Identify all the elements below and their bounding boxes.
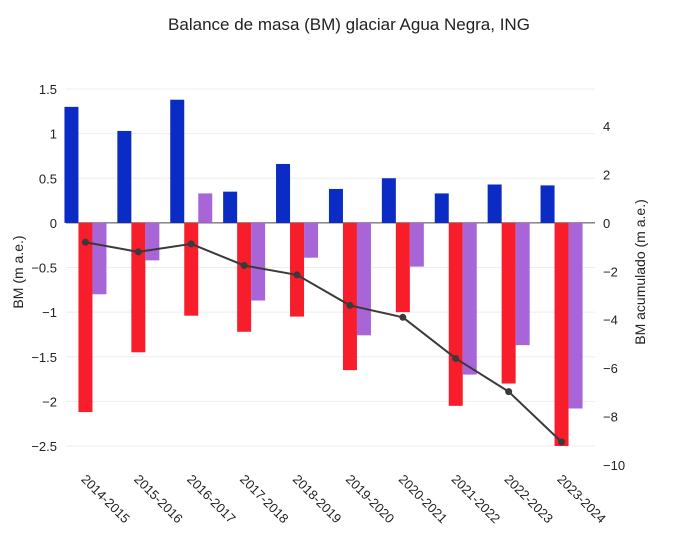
bar-winter bbox=[170, 99, 185, 223]
y-tick-label: −2.5 bbox=[31, 439, 57, 454]
y2-tick-label: −8 bbox=[603, 410, 618, 425]
bar-winter bbox=[540, 185, 555, 223]
point-cumulative bbox=[346, 301, 354, 309]
y-tick-label: −2 bbox=[42, 394, 57, 409]
bar-summer bbox=[290, 222, 305, 317]
x-tick-label: 2022-2023 bbox=[502, 472, 557, 527]
x-tick-label: 2017-2018 bbox=[237, 472, 292, 527]
y-tick-label: 1 bbox=[50, 127, 57, 142]
x-tick-label: 2015-2016 bbox=[131, 472, 186, 527]
bar-summer bbox=[342, 222, 357, 371]
bar-annual bbox=[304, 222, 319, 258]
bar-annual bbox=[251, 222, 266, 301]
bar-annual bbox=[92, 222, 107, 295]
bar-winter bbox=[64, 106, 79, 223]
bar-winter bbox=[381, 178, 396, 223]
y-tick-label: 0 bbox=[50, 216, 57, 231]
y2-tick-label: −2 bbox=[603, 264, 618, 279]
y2-tick-label: −4 bbox=[603, 313, 618, 328]
point-cumulative bbox=[558, 438, 566, 446]
bar-winter bbox=[434, 193, 449, 223]
bar-winter bbox=[328, 188, 343, 223]
y-tick-label: 0.5 bbox=[39, 171, 57, 186]
y2-tick-label: 0 bbox=[603, 216, 610, 231]
y2-axis-label: BM acumulado (m a.e.) bbox=[632, 199, 648, 345]
y-tick-label: −1.5 bbox=[31, 350, 57, 365]
x-tick-label: 2020-2021 bbox=[396, 472, 451, 527]
y2-tick-label: −10 bbox=[603, 458, 625, 473]
point-cumulative bbox=[240, 261, 248, 269]
chart-title: Balance de masa (BM) glaciar Agua Negra,… bbox=[168, 15, 530, 34]
bar-winter bbox=[223, 191, 238, 223]
bar-winter bbox=[117, 130, 132, 223]
bar-annual bbox=[198, 193, 213, 223]
y2-tick-label: 2 bbox=[603, 167, 610, 182]
y-tick-label: 1.5 bbox=[39, 82, 57, 97]
x-tick-label: 2019-2020 bbox=[343, 472, 398, 527]
line-layer bbox=[81, 238, 566, 446]
y-tick-label: −1 bbox=[42, 305, 57, 320]
bars-layer bbox=[64, 99, 583, 446]
x-tick-label: 2021-2022 bbox=[449, 472, 504, 527]
bar-annual bbox=[515, 222, 530, 346]
bar-annual bbox=[145, 222, 160, 261]
bar-summer bbox=[78, 222, 93, 413]
point-cumulative bbox=[187, 240, 195, 248]
point-cumulative bbox=[399, 313, 407, 321]
bar-winter bbox=[487, 184, 502, 223]
bar-summer bbox=[184, 222, 199, 316]
bar-winter bbox=[276, 163, 291, 223]
y-axis-label: BM (m a.e.) bbox=[10, 235, 26, 308]
x-tick-label: 2023-2024 bbox=[554, 472, 609, 527]
bar-annual bbox=[568, 222, 583, 409]
y2-tick-label: −6 bbox=[603, 361, 618, 376]
bar-annual bbox=[409, 222, 424, 267]
point-cumulative bbox=[505, 388, 513, 396]
bar-summer bbox=[395, 222, 410, 313]
point-cumulative bbox=[293, 271, 301, 279]
point-cumulative bbox=[81, 238, 89, 246]
bar-annual bbox=[462, 222, 477, 375]
bar-summer bbox=[237, 222, 252, 332]
bar-summer bbox=[448, 222, 463, 406]
bar-summer bbox=[554, 222, 569, 446]
bar-summer bbox=[131, 222, 146, 353]
bar-annual bbox=[356, 222, 371, 336]
x-tick-label: 2018-2019 bbox=[290, 472, 345, 527]
y-tick-label: −0.5 bbox=[31, 261, 57, 276]
x-tick-label: 2016-2017 bbox=[184, 472, 239, 527]
point-cumulative bbox=[452, 354, 460, 362]
bar-summer bbox=[501, 222, 516, 384]
line-cumulative bbox=[85, 241, 563, 443]
point-cumulative bbox=[134, 248, 142, 256]
y2-tick-label: 4 bbox=[603, 119, 610, 134]
x-tick-label: 2014-2015 bbox=[78, 472, 133, 527]
